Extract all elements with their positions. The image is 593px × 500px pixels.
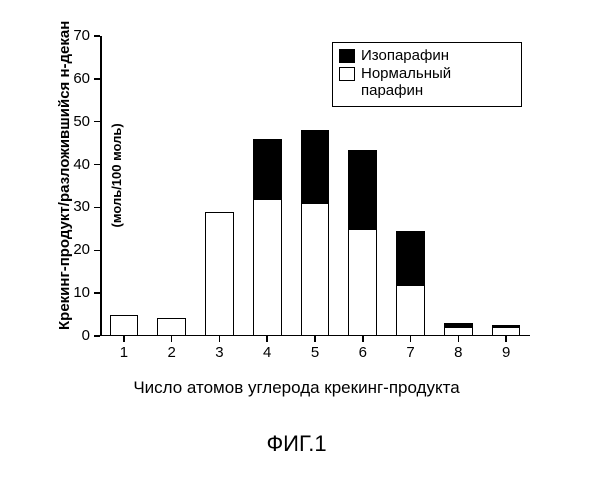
legend-label-isoparaffin: Изопарафин	[361, 47, 449, 65]
bar-normal	[301, 203, 330, 336]
y-tick-label: 60	[58, 70, 90, 87]
y-tick	[94, 250, 100, 252]
bar-isoparaffin	[253, 139, 282, 199]
y-tick-label: 50	[58, 113, 90, 130]
bar-normal	[205, 212, 234, 336]
x-tick-label: 1	[109, 344, 139, 361]
bar-normal	[444, 327, 473, 336]
y-tick-label: 20	[58, 241, 90, 258]
legend-swatch-isoparaffin	[339, 49, 355, 63]
legend-label-normal-1: Нормальный	[361, 65, 451, 83]
y-tick	[94, 292, 100, 294]
legend-item-normal: Нормальный	[339, 65, 515, 83]
figure-1: Крекинг-продукт/разложившийся н-декан (м…	[0, 0, 593, 500]
x-tick	[505, 336, 507, 342]
bar-normal	[157, 318, 186, 336]
bar-isoparaffin	[396, 231, 425, 285]
y-tick-label: 40	[58, 156, 90, 173]
y-tick-label: 0	[58, 327, 90, 344]
x-tick	[458, 336, 460, 342]
bar-isoparaffin	[492, 325, 521, 327]
x-tick	[362, 336, 364, 342]
legend-swatch-normal	[339, 67, 355, 81]
x-tick-label: 8	[443, 344, 473, 361]
legend-label-normal-2: парафин	[361, 82, 423, 100]
x-tick	[266, 336, 268, 342]
y-tick	[94, 164, 100, 166]
y-tick	[94, 207, 100, 209]
x-tick-label: 9	[491, 344, 521, 361]
x-tick-label: 5	[300, 344, 330, 361]
y-tick-label: 30	[58, 198, 90, 215]
bar-isoparaffin	[444, 323, 473, 327]
legend-item-isoparaffin: Изопарафин	[339, 47, 515, 65]
y-axis	[100, 36, 102, 336]
x-tick-label: 4	[252, 344, 282, 361]
bar-normal	[396, 285, 425, 336]
x-tick	[314, 336, 316, 342]
x-tick-label: 7	[396, 344, 426, 361]
bar-normal	[253, 199, 282, 336]
bar-normal	[348, 229, 377, 336]
x-tick	[171, 336, 173, 342]
legend-item-normal-line2: парафин	[339, 82, 515, 100]
x-tick	[123, 336, 125, 342]
x-tick-label: 3	[204, 344, 234, 361]
legend: Изопарафин Нормальный парафин	[332, 42, 522, 107]
y-tick	[94, 335, 100, 337]
y-tick-label: 70	[58, 27, 90, 44]
x-tick	[219, 336, 221, 342]
bar-isoparaffin	[301, 130, 330, 203]
bar-normal	[492, 327, 521, 336]
y-tick	[94, 35, 100, 37]
figure-caption: ФИГ.1	[0, 431, 593, 457]
bar-isoparaffin	[348, 150, 377, 229]
y-tick	[94, 121, 100, 123]
y-tick	[94, 78, 100, 80]
x-tick-label: 2	[157, 344, 187, 361]
x-tick-label: 6	[348, 344, 378, 361]
x-tick	[410, 336, 412, 342]
y-tick-label: 10	[58, 284, 90, 301]
bar-normal	[110, 315, 139, 336]
x-axis-title: Число атомов углерода крекинг-продукта	[0, 378, 593, 398]
